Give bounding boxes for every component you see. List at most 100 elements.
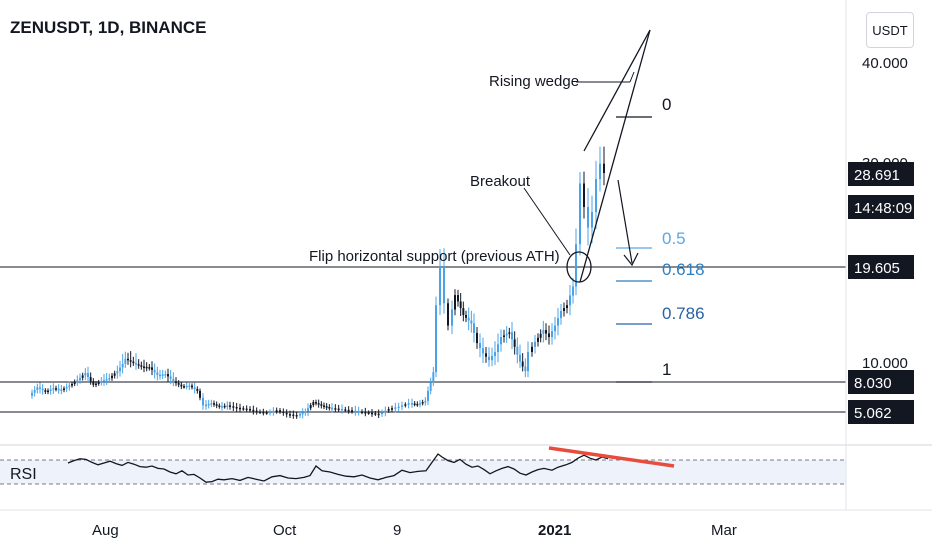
candle-body [89, 377, 92, 382]
candle-body [272, 411, 275, 413]
candle-body [545, 330, 547, 334]
candle-body [511, 332, 513, 340]
candle-body [36, 387, 39, 391]
chart-title: ZENUSDT, 1D, BINANCE [10, 18, 207, 37]
price-label-text: 5.062 [854, 405, 892, 422]
candle-body [331, 407, 333, 410]
candle-body [603, 163, 605, 174]
candle-body [218, 405, 221, 407]
price-label-text: 14:48:09 [854, 200, 912, 217]
price-label-box [848, 370, 914, 394]
rsi-pane-label: RSI [10, 466, 37, 483]
candle-body [105, 379, 108, 381]
candle-body [65, 387, 68, 389]
candle-body [309, 405, 312, 409]
candle-body [569, 295, 571, 306]
candle-body [497, 344, 499, 353]
rsi-line [67, 453, 609, 483]
candle-body [407, 403, 410, 405]
candle-body [175, 381, 177, 384]
candle-body [47, 390, 49, 393]
candle-body [164, 374, 167, 376]
breakout-circle [566, 251, 592, 283]
candle-body [76, 380, 79, 383]
price-label-text: 28.691 [854, 167, 900, 184]
candle-body [421, 402, 424, 404]
candle-body [325, 406, 328, 408]
candle-body [156, 372, 159, 376]
fib-level-label: 0.618 [662, 260, 705, 279]
candle-body [320, 404, 323, 406]
candle-body [494, 352, 496, 357]
candle-body [500, 337, 502, 345]
candle-body [476, 332, 478, 344]
candle-body [259, 411, 261, 414]
candle-body [92, 381, 95, 385]
candle-body [177, 383, 180, 385]
candle-body [207, 403, 210, 406]
candle-body [221, 406, 223, 408]
candle-body [439, 267, 441, 306]
rsi-band-fill [0, 460, 846, 484]
candle-body [183, 386, 185, 388]
candle-body [185, 385, 188, 388]
price-axis-tick: 10.000 [862, 355, 908, 372]
candle-body [121, 363, 124, 368]
time-axis-label: Mar [711, 522, 737, 539]
candle-body [239, 407, 241, 410]
candle-body [245, 408, 248, 411]
candle-body [113, 373, 116, 376]
candle-body [572, 286, 574, 296]
candle-body [71, 383, 73, 386]
candle-body [116, 371, 119, 374]
candle-body [188, 385, 191, 388]
candle-body [103, 380, 105, 382]
candle-body [513, 339, 516, 347]
candle-body [427, 390, 429, 401]
candle-body [137, 364, 140, 366]
candle-body [161, 374, 164, 376]
candle-body [252, 409, 255, 412]
candle-body [68, 385, 71, 388]
candle-body [551, 331, 553, 338]
fib-level-label: 0.5 [662, 229, 686, 248]
candle-body [148, 367, 151, 369]
candle-body [292, 414, 295, 417]
breakout-callout-line [523, 187, 571, 256]
candle-body [33, 390, 36, 393]
candle-body [381, 412, 383, 415]
candle-body [215, 404, 218, 406]
candle-body [374, 413, 377, 415]
candle-body [265, 412, 268, 414]
candle-body [451, 309, 453, 326]
candle-body [361, 411, 363, 414]
candle-body [312, 402, 315, 406]
candle-body [413, 403, 416, 406]
currency-unit-button[interactable]: USDT [866, 12, 914, 48]
candle-body [111, 375, 113, 379]
rsi-divergence-line [548, 446, 675, 468]
annotation-rising-wedge: Rising wedge [489, 73, 579, 90]
annotation-flip-support: Flip horizontal support (previous ATH) [309, 248, 560, 265]
candle-body [235, 406, 238, 409]
candle-body [167, 374, 169, 377]
candle-body [269, 411, 271, 414]
candle-body [57, 388, 60, 391]
candle-body [213, 403, 215, 405]
candle-body [411, 403, 413, 405]
candle-body [52, 388, 55, 390]
candle-body [521, 361, 524, 367]
candle-body [503, 335, 505, 338]
candle-body [524, 366, 527, 372]
candle-body [275, 410, 278, 412]
candle-body [337, 408, 340, 411]
candle-body [527, 352, 529, 372]
candle-body [279, 410, 281, 412]
candle-body [39, 387, 41, 389]
candle-body [289, 414, 291, 416]
candle-body [282, 411, 285, 414]
candle-body [485, 353, 487, 357]
candle-body [537, 337, 539, 342]
candle-body [153, 369, 156, 373]
